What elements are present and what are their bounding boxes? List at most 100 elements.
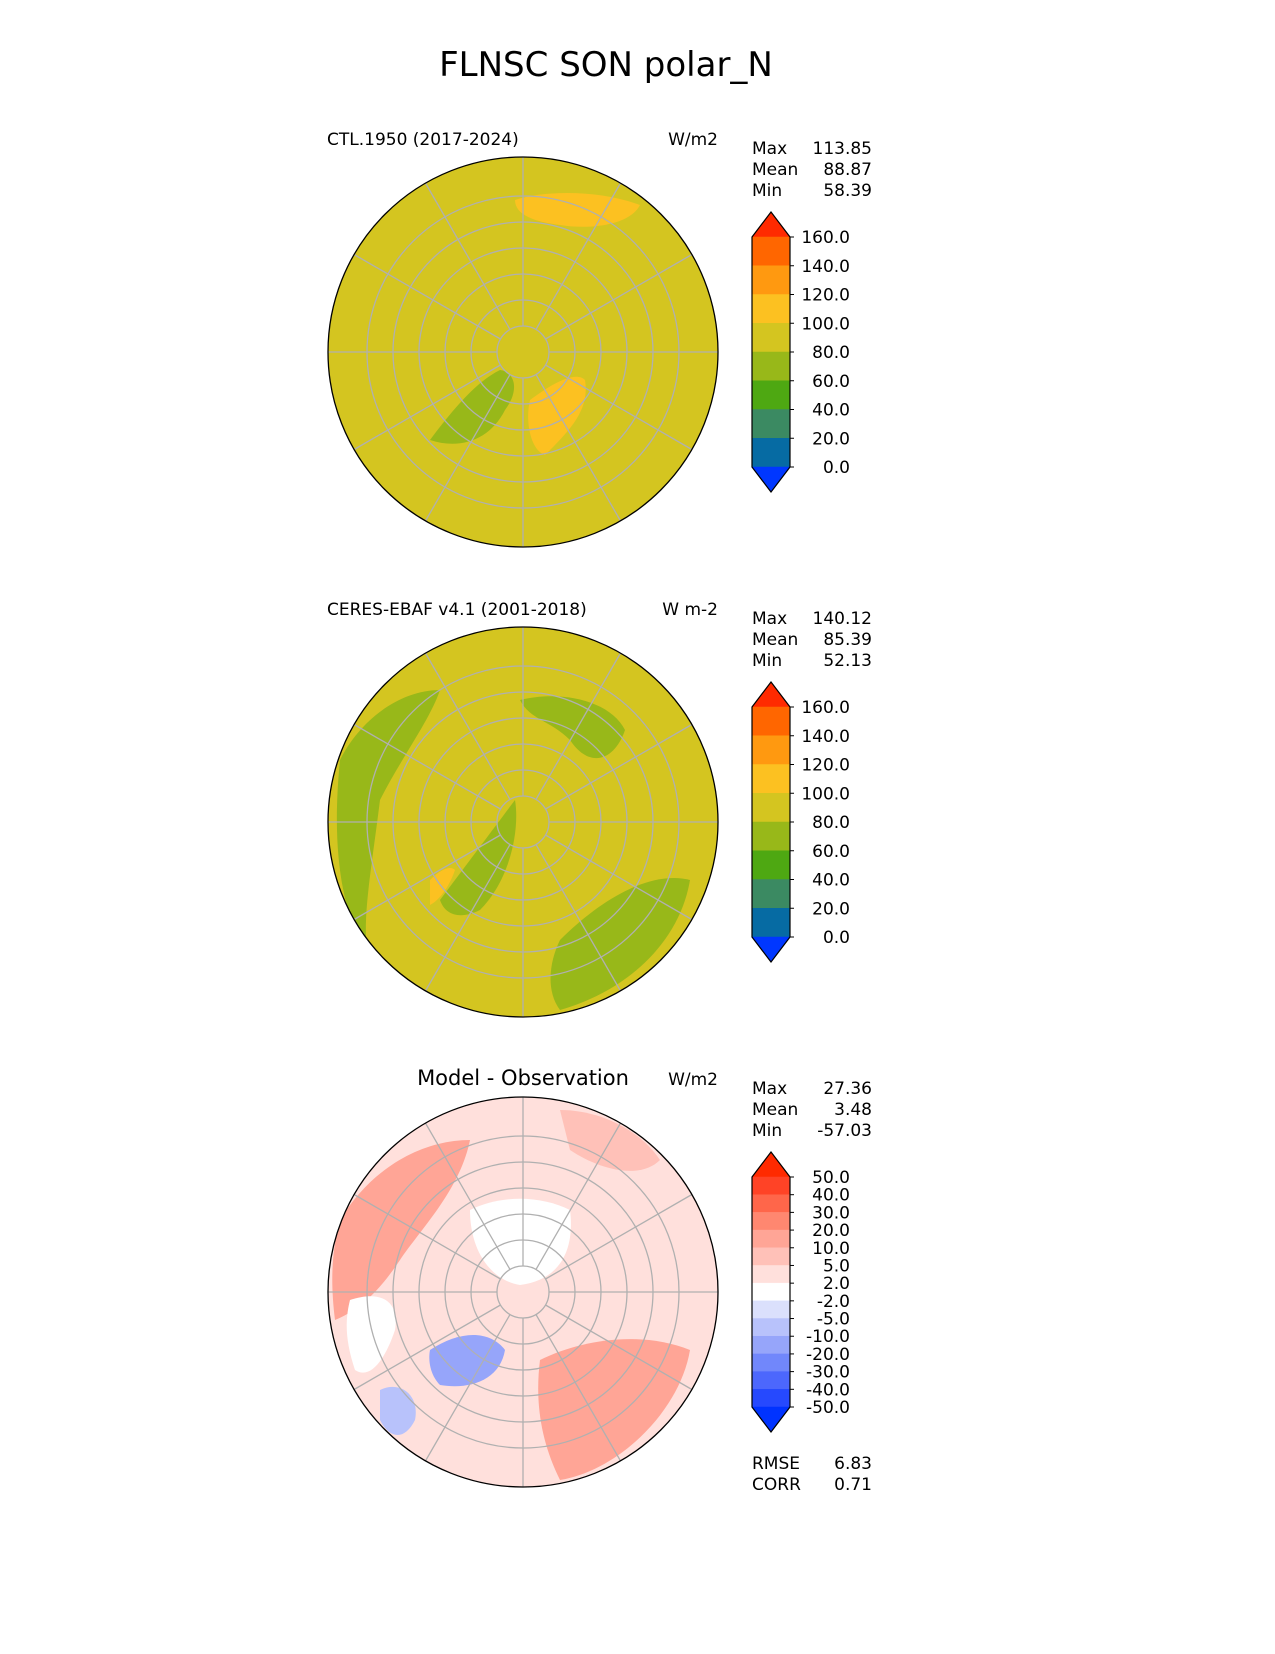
colorbar-tick-label: -30.0: [806, 1363, 850, 1383]
longitude-gridline: [353, 723, 501, 810]
colorbar-tick-label: 120.0: [801, 286, 850, 306]
colorbar-tick-label: 60.0: [812, 372, 850, 392]
colorbar-swatch: [751, 351, 791, 381]
polar-map: [328, 1097, 718, 1487]
colorbar-swatch: [751, 936, 791, 963]
colorbar-swatch: [751, 323, 791, 353]
stat-value: 27.36: [823, 1079, 872, 1099]
stat-label: Max: [752, 609, 787, 629]
longitude-gridline: [545, 364, 693, 451]
colorbar-swatch: [751, 821, 791, 851]
data-region: [528, 376, 586, 455]
stat-value: 88.87: [823, 160, 872, 180]
colorbar-tick-label: 0.0: [823, 928, 850, 948]
data-region: [520, 696, 625, 759]
data-region: [336, 690, 440, 960]
map-boundary: [327, 626, 719, 1018]
colorbar-tick-label: 140.0: [801, 257, 850, 277]
colorbar-tick-label: 0.0: [823, 458, 850, 478]
colorbar-swatch: [751, 1353, 791, 1372]
stat-value: 85.39: [823, 630, 872, 650]
units-label: W/m2: [668, 1070, 718, 1090]
colorbar-swatch: [751, 1194, 791, 1213]
colorbar-tick-label: 30.0: [812, 1203, 850, 1223]
colorbar-swatch: [751, 466, 791, 493]
colorbar-tick-label: 40.0: [812, 871, 850, 891]
panel-difference: Model - Observation W/m2 Max 27.36 Mean 3.48 M…: [327, 1066, 872, 1495]
polar-map: [328, 627, 718, 1017]
colorbar-swatch: [751, 879, 791, 909]
stat-label: Max: [752, 1079, 787, 1099]
stat-value: -57.03: [817, 1121, 872, 1141]
colorbar-tick-label: -2.0: [817, 1292, 850, 1312]
colorbar-tick-label: 5.0: [823, 1256, 850, 1276]
longitude-gridline: [545, 1193, 693, 1280]
stat-value: 113.85: [813, 139, 872, 159]
longitude-gridline: [535, 844, 622, 992]
longitude-gridline: [424, 844, 511, 992]
colorbar-tick-label: 20.0: [812, 899, 850, 919]
stat-value: 3.48: [834, 1100, 872, 1120]
longitude-gridline: [424, 652, 511, 800]
colorbar-swatch: [751, 294, 791, 324]
colorbar-swatch: [751, 706, 791, 736]
data-region: [332, 1140, 470, 1320]
longitude-gridline: [535, 374, 622, 522]
colorbar-swatch: [751, 764, 791, 794]
colorbar-swatch: [751, 409, 791, 439]
colorbar-swatch: [751, 908, 791, 938]
data-region: [430, 868, 455, 905]
longitude-gridline: [535, 1122, 622, 1270]
colorbar-tick-label: -40.0: [806, 1380, 850, 1400]
map-boundary: [327, 156, 719, 548]
panel-observation: CERES-EBAF v4.1 (2001-2018) W m-2 Max 140.1…: [327, 600, 872, 1018]
colorbar-tick-label: -50.0: [806, 1398, 850, 1418]
colorbar-swatch: [751, 265, 791, 295]
colorbar-tick-label: 60.0: [812, 842, 850, 862]
colorbar-tick-label: 160.0: [801, 698, 850, 718]
colorbar-swatch: [751, 1318, 791, 1337]
colorbar: 50.040.030.020.010.05.02.0-2.0-5.0-10.0-…: [751, 1151, 850, 1433]
longitude-gridline: [424, 374, 511, 522]
colorbar-tick-label: 50.0: [812, 1168, 850, 1188]
data-region: [430, 370, 515, 444]
polar-map: [328, 157, 718, 547]
longitude-gridline: [353, 1193, 501, 1280]
colorbar-tick-label: 140.0: [801, 727, 850, 747]
footer-stat-label: RMSE: [752, 1454, 800, 1474]
footer-stat-label: CORR: [752, 1475, 801, 1495]
panel-title: CTL.1950 (2017-2024): [327, 130, 519, 150]
colorbar-tick-label: 80.0: [812, 343, 850, 363]
longitude-gridline: [545, 723, 693, 810]
colorbar-tick-label: 40.0: [812, 401, 850, 421]
colorbar-swatch: [751, 1265, 791, 1284]
stat-label: Max: [752, 139, 787, 159]
colorbar-swatch: [751, 681, 791, 708]
longitude-gridline: [424, 1122, 511, 1270]
stat-label: Mean: [752, 630, 798, 650]
stat-label: Min: [752, 651, 782, 671]
colorbar-swatch: [751, 236, 791, 266]
units-label: W/m2: [668, 130, 718, 150]
stat-label: Mean: [752, 160, 798, 180]
colorbar-tick-label: 20.0: [812, 1221, 850, 1241]
longitude-gridline: [535, 1314, 622, 1462]
colorbar-tick-label: 2.0: [823, 1274, 850, 1294]
colorbar-swatch: [751, 1176, 791, 1195]
colorbar-swatch: [751, 1247, 791, 1266]
longitude-gridline: [535, 652, 622, 800]
data-region: [440, 800, 517, 916]
colorbar-swatch: [751, 1151, 791, 1178]
stat-label: Mean: [752, 1100, 798, 1120]
map-boundary: [327, 1096, 719, 1488]
footer-stat-value: 6.83: [834, 1454, 872, 1474]
colorbar-swatch: [751, 1406, 791, 1433]
colorbar-tick-label: 120.0: [801, 756, 850, 776]
colorbar-tick-label: -20.0: [806, 1345, 850, 1365]
colorbar-swatch: [751, 1282, 791, 1302]
units-label: W m-2: [662, 600, 718, 620]
panel-title: Model - Observation: [417, 1066, 629, 1090]
colorbar-swatch: [751, 380, 791, 410]
data-region: [470, 1198, 571, 1285]
